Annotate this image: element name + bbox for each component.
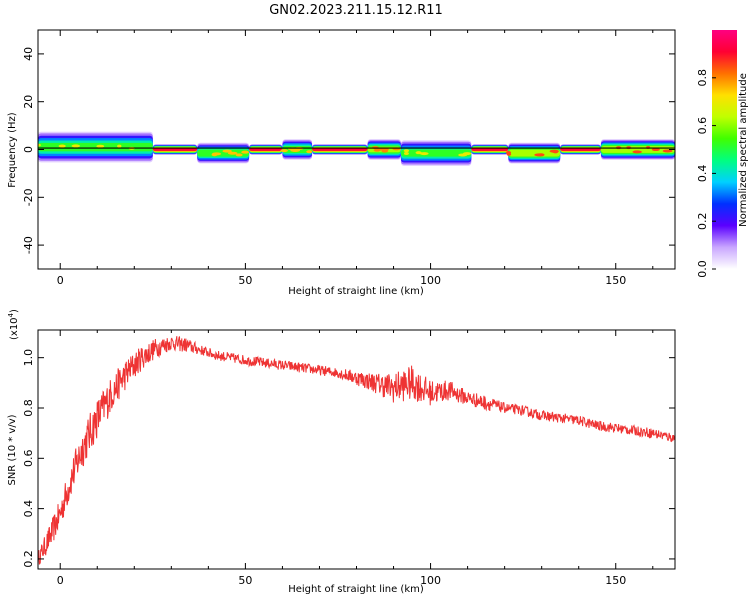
spectrogram-speckle [306, 150, 313, 154]
spectrogram-xtick-label: 50 [238, 274, 252, 287]
snr-plot-area [38, 336, 675, 566]
spectrogram-speckle [380, 147, 389, 151]
spectrogram-speckle [632, 150, 642, 154]
snr-ylabel: SNR (10 * v/v) [7, 414, 18, 485]
spectrogram-speckle [534, 153, 544, 157]
spectrogram-speckle [651, 148, 660, 152]
snr-xlabel: Height of straight line (km) [288, 584, 424, 595]
colorbar-tick-label: 0.8 [696, 69, 709, 87]
spectrogram-xtick-label: 100 [420, 274, 441, 287]
snr-xtick-label: 100 [420, 574, 441, 587]
spectrogram-ylabel: Frequency (Hz) [7, 112, 18, 188]
spectrogram-speckle [552, 150, 559, 154]
snr-ytick-label: 0.2 [22, 550, 35, 568]
spectrogram-ytick-label: 0 [22, 146, 35, 153]
spectrogram-speckle [235, 153, 243, 157]
spectrogram-speckle [403, 149, 410, 153]
spectrogram-ytick-label: 20 [22, 95, 35, 109]
spectrogram-speckle [71, 144, 81, 148]
spectrogram-speckle [227, 151, 238, 155]
spectrogram-segment-9 [508, 149, 561, 157]
spectrogram-ticks: 0 50 100 150 -40 -20 0 20 40 [22, 30, 675, 287]
colorbar-tick-label: 0.2 [696, 212, 709, 230]
spectrogram-segment-10 [560, 148, 601, 151]
spectrogram-speckle [58, 144, 66, 148]
snr-ytick-label: 0.4 [22, 500, 35, 518]
snr-xtick-label: 150 [605, 574, 626, 587]
spectrogram-segment-8 [471, 148, 509, 151]
spectrogram-speckle [505, 151, 512, 155]
spectrogram-segment-1 [152, 148, 198, 151]
spectrogram-speckle [211, 153, 218, 157]
spectrogram-ytick-label: 40 [22, 47, 35, 61]
spectrogram-xtick-label: 150 [605, 274, 626, 287]
colorbar: 0.0 0.2 0.4 0.6 0.8 Normalized spectral ampl… [696, 30, 749, 278]
colorbar-label: Normalized spectral amplitude [738, 73, 749, 227]
spectrogram-speckle [403, 152, 409, 156]
spectrogram-ytick-label: -20 [22, 188, 35, 206]
figure-title: GN02.2023.211.15.12.R11 [269, 3, 443, 18]
spectrogram-panel: 0 50 100 150 -40 -20 0 20 40 Height of straight … [7, 29, 676, 297]
snr-xtick-label: 50 [238, 574, 252, 587]
snr-ticks: 0 50 100 150 0.2 0.4 0.6 0.8 1.0 [22, 330, 675, 587]
spectrogram-speckle [662, 149, 673, 153]
spectrogram-segment-3 [249, 148, 283, 151]
spectrogram-speckle [222, 149, 232, 153]
colorbar-gradient [712, 30, 737, 269]
spectrogram-speckle [96, 144, 105, 148]
snr-ytick-label: 0.6 [22, 450, 35, 468]
colorbar-tick-label: 0.4 [696, 165, 709, 183]
snr-ytick-label: 1.0 [22, 349, 35, 367]
snr-xtick-label: 0 [57, 574, 64, 587]
snr-multiplier: (x104) [7, 309, 20, 340]
spectrogram-speckle [241, 150, 250, 154]
spectrogram-speckle [117, 144, 122, 148]
spectrogram-xtick-label: 0 [57, 274, 64, 287]
spectrogram-speckle [38, 143, 41, 147]
spectrogram-speckle [458, 153, 468, 157]
spectrogram-segment-0 [38, 142, 153, 152]
spectrogram-speckle [280, 149, 288, 153]
snr-panel: 0 50 100 150 0.2 0.4 0.6 0.8 1.0 Height of strai… [7, 309, 676, 595]
spectrogram-segment-5 [312, 148, 368, 151]
colorbar-ticks: 0.0 0.2 0.4 0.6 0.8 [696, 69, 716, 278]
colorbar-tick-label: 0.6 [696, 117, 709, 135]
snr-ytick-label: 0.8 [22, 399, 35, 417]
spectrogram-band [38, 30, 675, 269]
snr-series-line [38, 336, 675, 566]
spectrogram-ytick-label: -40 [22, 236, 35, 254]
colorbar-tick-label: 0.0 [696, 260, 709, 278]
spectrogram-xlabel: Height of straight line (km) [288, 286, 424, 297]
spectrogram-speckle [419, 152, 429, 156]
